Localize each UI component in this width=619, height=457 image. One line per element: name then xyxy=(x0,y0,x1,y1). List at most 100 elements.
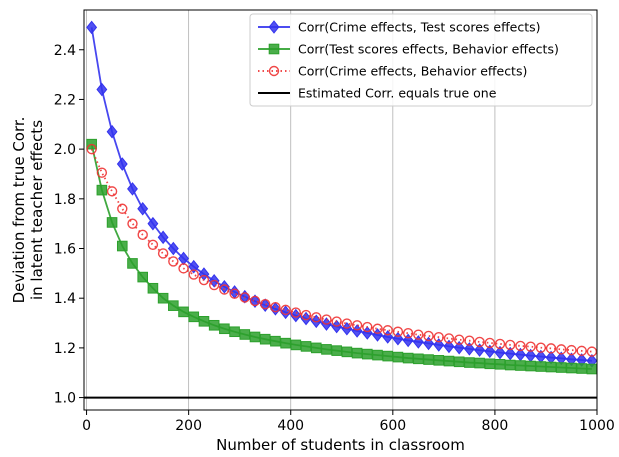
data-point xyxy=(464,335,475,346)
data-point xyxy=(392,326,404,337)
data-point xyxy=(484,358,496,370)
data-point xyxy=(270,301,281,313)
data-point xyxy=(484,344,496,359)
legend-entry-2: Corr(Crime effects, Behavior effects) xyxy=(258,64,527,79)
y-axis-label-line-2: in latent teacher effects xyxy=(28,120,46,300)
data-point xyxy=(474,357,485,369)
data-point xyxy=(331,345,342,356)
y-tick-label: 2.0 xyxy=(54,142,76,158)
data-point xyxy=(474,343,486,357)
data-point xyxy=(321,314,332,325)
data-point xyxy=(229,288,240,299)
data-point xyxy=(413,329,424,340)
data-point xyxy=(249,331,261,343)
data-point xyxy=(341,318,353,329)
data-point xyxy=(361,348,373,360)
data-point xyxy=(515,360,526,371)
data-point xyxy=(198,316,210,327)
data-point xyxy=(168,300,179,311)
data-point xyxy=(443,355,455,367)
data-point xyxy=(453,334,465,345)
data-point xyxy=(137,201,149,216)
data-point xyxy=(188,269,199,280)
data-point xyxy=(300,309,312,321)
data-point xyxy=(545,361,557,373)
data-point xyxy=(321,344,332,355)
legend-label: Corr(Test scores effects, Behavior effec… xyxy=(298,42,559,57)
data-point xyxy=(372,349,383,361)
data-point xyxy=(259,333,271,345)
data-point xyxy=(239,292,250,303)
y-tick-label: 1.4 xyxy=(54,291,76,307)
plot-frame xyxy=(83,9,598,411)
legend: Corr(Crime effects, Test scores effects)… xyxy=(249,13,593,107)
x-tick-label: 800 xyxy=(482,418,509,434)
data-point xyxy=(331,316,342,327)
data-point xyxy=(86,20,98,35)
data-point xyxy=(137,271,149,283)
data-point xyxy=(464,357,475,368)
data-point xyxy=(484,337,496,349)
legend-box xyxy=(249,13,593,107)
data-point xyxy=(504,346,516,361)
data-point xyxy=(219,284,230,295)
y-tick-label: 2.4 xyxy=(54,43,76,59)
data-point xyxy=(147,239,159,250)
data-point xyxy=(86,143,97,155)
legend-items: Corr(Crime effects, Test scores effects)… xyxy=(258,20,559,101)
data-point xyxy=(219,323,230,335)
data-point xyxy=(423,330,434,342)
data-point xyxy=(198,267,210,281)
ticks-layer: 0 200 400 600 800 1000 1.0 1.2 1.4 1.6 1.8 2.0 2.2 2.… xyxy=(54,43,615,434)
legend-label: Estimated Corr. equals true one xyxy=(298,86,497,101)
y-tick-label: 2.2 xyxy=(54,92,76,108)
data-point xyxy=(117,203,128,214)
data-point xyxy=(556,344,567,355)
data-point xyxy=(392,351,404,363)
data-point xyxy=(586,346,598,357)
data-point xyxy=(576,345,587,357)
data-point xyxy=(249,295,261,307)
data-point xyxy=(280,337,291,349)
x-tick-label: 1000 xyxy=(579,418,615,434)
legend-swatch-marker xyxy=(268,43,280,55)
data-point xyxy=(137,229,148,241)
data-point xyxy=(127,258,138,269)
data-point xyxy=(494,345,506,360)
data-point xyxy=(362,321,373,333)
data-point xyxy=(566,362,577,374)
data-point xyxy=(239,329,251,340)
legend-swatch-marker xyxy=(268,65,280,77)
data-point xyxy=(433,355,445,366)
data-point xyxy=(341,321,353,336)
series-layer xyxy=(86,20,598,375)
data-point xyxy=(351,320,363,331)
data-point xyxy=(116,240,128,252)
data-point xyxy=(463,342,475,356)
data-point xyxy=(361,326,373,340)
data-point xyxy=(147,282,159,294)
data-point xyxy=(423,354,434,365)
data-point xyxy=(402,352,414,364)
data-point xyxy=(127,182,138,196)
data-point xyxy=(96,167,108,178)
data-point xyxy=(280,304,291,316)
data-point xyxy=(167,241,179,256)
data-point xyxy=(157,230,169,245)
data-point xyxy=(157,248,169,259)
data-point xyxy=(96,184,108,196)
y-tick-label: 1.8 xyxy=(54,192,76,208)
data-point xyxy=(229,326,240,338)
data-point xyxy=(260,298,271,310)
data-point xyxy=(127,218,138,229)
x-tick-label: 400 xyxy=(277,418,304,434)
y-tick-label: 1.6 xyxy=(54,242,76,258)
data-point xyxy=(311,312,322,323)
data-point xyxy=(290,307,302,318)
data-point xyxy=(504,359,516,371)
data-point xyxy=(269,302,281,316)
data-point xyxy=(525,360,536,372)
data-point xyxy=(208,319,220,331)
